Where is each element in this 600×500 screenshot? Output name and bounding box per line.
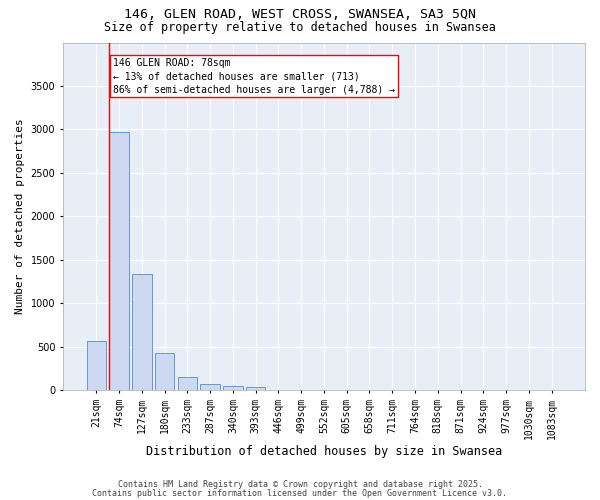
X-axis label: Distribution of detached houses by size in Swansea: Distribution of detached houses by size … xyxy=(146,444,502,458)
Text: Contains public sector information licensed under the Open Government Licence v3: Contains public sector information licen… xyxy=(92,489,508,498)
Text: 146 GLEN ROAD: 78sqm
← 13% of detached houses are smaller (713)
86% of semi-deta: 146 GLEN ROAD: 78sqm ← 13% of detached h… xyxy=(113,58,395,94)
Text: 146, GLEN ROAD, WEST CROSS, SWANSEA, SA3 5QN: 146, GLEN ROAD, WEST CROSS, SWANSEA, SA3… xyxy=(124,8,476,20)
Bar xyxy=(155,353,175,390)
Bar xyxy=(132,274,152,390)
Text: Contains HM Land Registry data © Crown copyright and database right 2025.: Contains HM Land Registry data © Crown c… xyxy=(118,480,482,489)
Bar xyxy=(109,132,129,390)
Bar xyxy=(86,340,106,390)
Y-axis label: Number of detached properties: Number of detached properties xyxy=(15,118,25,314)
Bar xyxy=(178,376,197,390)
Bar xyxy=(223,386,242,390)
Bar xyxy=(200,384,220,390)
Bar xyxy=(246,387,265,390)
Text: Size of property relative to detached houses in Swansea: Size of property relative to detached ho… xyxy=(104,21,496,34)
